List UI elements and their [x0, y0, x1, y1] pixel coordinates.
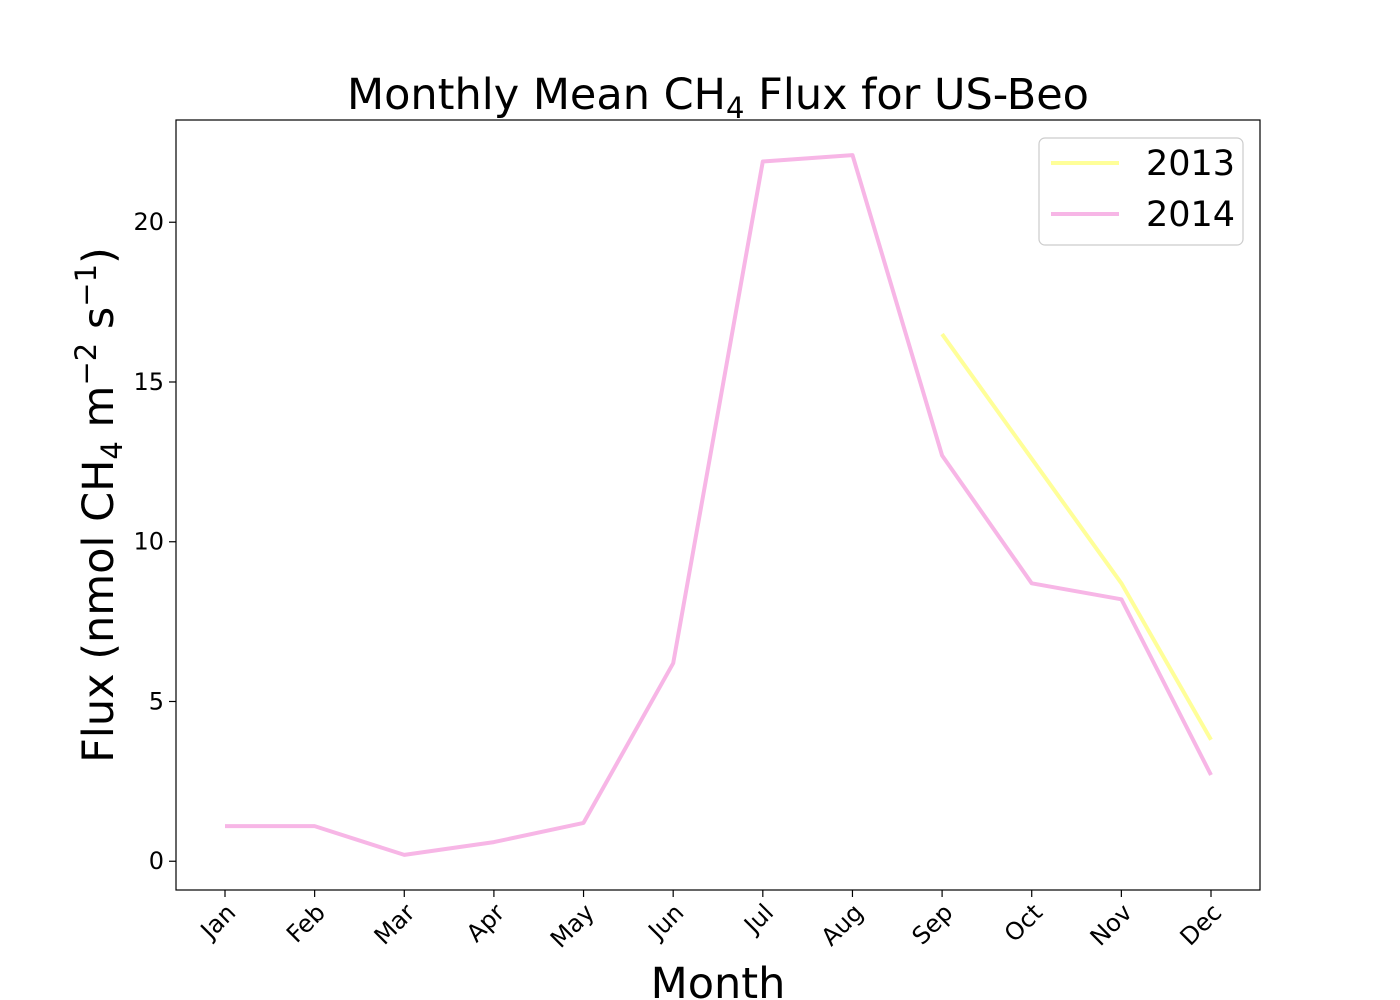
y-label-part-2: m	[74, 386, 124, 442]
legend-label-2014: 2014	[1146, 195, 1235, 235]
y-label-sup-1: −2	[69, 343, 103, 386]
y-tick-label: 5	[149, 687, 164, 715]
y-tick-label: 20	[133, 208, 164, 236]
x-tick-label: Nov	[1085, 898, 1138, 951]
y-label-sub: 4	[95, 441, 129, 459]
x-tick-label: Jul	[737, 898, 779, 940]
legend: 2013 2014	[1038, 137, 1244, 246]
series-line-2014	[225, 153, 1213, 857]
x-tick-label: Aug	[816, 898, 869, 951]
x-axis-label: Month	[651, 959, 786, 1000]
x-tick-label: Mar	[369, 898, 421, 950]
chart-title: Monthly Mean CH4 Flux for US-Beo	[347, 70, 1089, 125]
plot-area	[175, 119, 1261, 891]
series-layer	[225, 153, 1213, 857]
legend-label-2013: 2013	[1146, 144, 1235, 184]
title-subscript: 4	[726, 91, 744, 125]
x-tick-label: Feb	[281, 898, 331, 948]
x-tick-label: Sep	[907, 898, 959, 950]
x-tick-label: Jan	[194, 898, 241, 945]
y-label-sup-2: −1	[69, 264, 103, 307]
y-axis: 0 5 10 15 20	[133, 208, 176, 875]
y-tick-label: 10	[133, 528, 164, 556]
y-tick-label: 15	[133, 368, 164, 396]
y-tick-label: 0	[149, 847, 164, 875]
y-axis-label: Flux (nmol CH4 m−2 s−1)	[69, 247, 129, 763]
x-tick-label: May	[545, 898, 600, 953]
title-rest: Flux for US-Beo	[744, 70, 1089, 120]
x-tick-label: Apr	[461, 898, 510, 947]
x-axis: Jan Feb Mar Apr May Jun Jul Aug Sep Oct Nov Dec	[194, 890, 1227, 953]
y-label-part-3: s	[74, 307, 124, 343]
x-tick-label: Dec	[1175, 898, 1228, 951]
title-main: Monthly Mean CH	[347, 70, 726, 120]
x-tick-label: Jun	[642, 898, 690, 946]
series-line-2013	[940, 332, 1213, 741]
y-label-part-1: Flux (nmol CH	[74, 460, 124, 763]
y-label-part-4: )	[74, 247, 124, 264]
x-tick-label: Oct	[999, 898, 1048, 947]
